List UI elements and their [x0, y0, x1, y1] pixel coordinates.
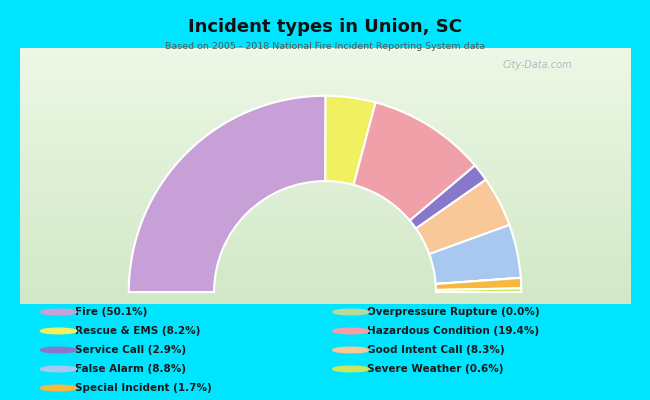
Text: Overpressure Rupture (0.0%): Overpressure Rupture (0.0%): [367, 307, 540, 317]
Wedge shape: [416, 180, 510, 254]
Circle shape: [333, 328, 369, 334]
Circle shape: [40, 385, 77, 391]
Wedge shape: [410, 166, 486, 228]
Circle shape: [333, 347, 369, 353]
Circle shape: [333, 366, 369, 372]
Wedge shape: [436, 288, 521, 292]
Wedge shape: [436, 278, 521, 290]
Text: City-Data.com: City-Data.com: [503, 60, 573, 70]
Wedge shape: [129, 96, 326, 292]
Text: Based on 2005 - 2018 National Fire Incident Reporting System data: Based on 2005 - 2018 National Fire Incid…: [165, 42, 485, 51]
Text: Severe Weather (0.6%): Severe Weather (0.6%): [367, 364, 504, 374]
Text: Hazardous Condition (19.4%): Hazardous Condition (19.4%): [367, 326, 540, 336]
Wedge shape: [326, 96, 376, 185]
Text: Good Intent Call (8.3%): Good Intent Call (8.3%): [367, 345, 505, 355]
Text: False Alarm (8.8%): False Alarm (8.8%): [75, 364, 186, 374]
Text: Rescue & EMS (8.2%): Rescue & EMS (8.2%): [75, 326, 200, 336]
Circle shape: [40, 366, 77, 372]
Circle shape: [40, 309, 77, 315]
Text: Incident types in Union, SC: Incident types in Union, SC: [188, 18, 462, 36]
Wedge shape: [436, 278, 521, 284]
Text: Service Call (2.9%): Service Call (2.9%): [75, 345, 186, 355]
Wedge shape: [429, 225, 521, 284]
Wedge shape: [354, 102, 475, 220]
Circle shape: [333, 309, 369, 315]
Text: Fire (50.1%): Fire (50.1%): [75, 307, 147, 317]
Circle shape: [40, 328, 77, 334]
Circle shape: [40, 347, 77, 353]
Text: Special Incident (1.7%): Special Incident (1.7%): [75, 383, 211, 393]
